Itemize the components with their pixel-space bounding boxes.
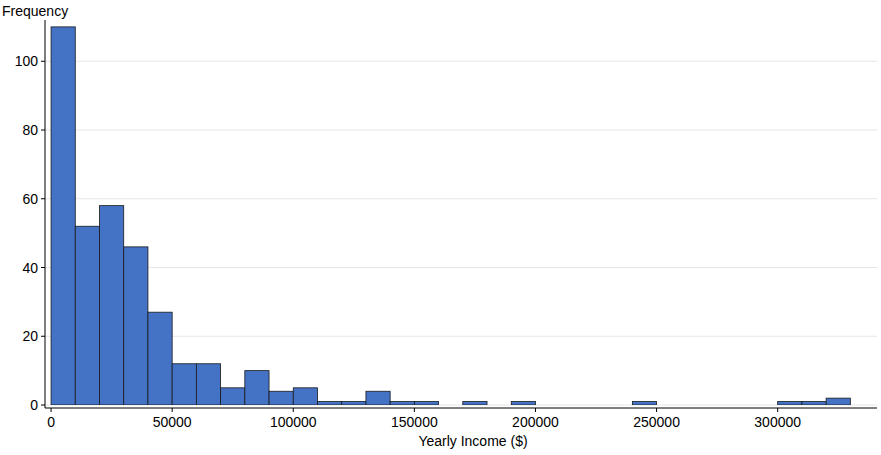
y-tick-label: 60 xyxy=(22,191,38,207)
y-tick xyxy=(41,61,45,62)
bar xyxy=(778,402,802,405)
x-tick xyxy=(777,408,778,412)
y-tick-label: 40 xyxy=(22,260,38,276)
bar xyxy=(124,247,148,405)
bar xyxy=(584,405,608,406)
bar xyxy=(560,405,584,406)
x-tick-label: 150000 xyxy=(391,414,438,430)
x-tick xyxy=(535,408,536,412)
chart: 0 20 40 60 80 100 0 50000 100000 150000 200000 2500… xyxy=(0,0,881,455)
grid-line xyxy=(45,267,877,268)
bar xyxy=(172,364,196,405)
y-axis-label: Frequency xyxy=(2,3,68,19)
bar xyxy=(75,226,99,405)
grid-line xyxy=(45,61,877,62)
y-tick-label: 80 xyxy=(22,122,38,138)
x-tick-label: 250000 xyxy=(633,414,680,430)
bar xyxy=(221,388,245,405)
bar xyxy=(802,402,826,405)
bar xyxy=(99,206,123,405)
bar xyxy=(390,402,414,405)
bar xyxy=(511,402,535,405)
x-tick xyxy=(414,408,415,412)
axes: 0 20 40 60 80 100 0 50000 100000 150000 200000 2500… xyxy=(15,20,877,430)
bars xyxy=(51,27,850,405)
y-tick xyxy=(41,198,45,199)
x-tick-label: 200000 xyxy=(512,414,559,430)
bar xyxy=(366,391,390,405)
bar xyxy=(439,405,463,406)
x-tick xyxy=(51,408,52,412)
x-axis-line xyxy=(45,408,877,409)
bar xyxy=(826,398,850,405)
bar xyxy=(245,371,269,405)
bar xyxy=(487,405,511,406)
bar xyxy=(753,405,777,406)
x-tick xyxy=(293,408,294,412)
x-tick-label: 300000 xyxy=(754,414,801,430)
x-tick xyxy=(656,408,657,412)
bar xyxy=(317,402,341,405)
bar xyxy=(705,405,729,406)
x-tick-label: 50000 xyxy=(153,414,192,430)
y-tick-label: 0 xyxy=(30,397,38,413)
bar xyxy=(463,402,487,405)
x-tick xyxy=(172,408,173,412)
y-tick-label: 20 xyxy=(22,328,38,344)
bar xyxy=(608,405,632,406)
bar xyxy=(342,402,366,405)
bar xyxy=(148,312,172,405)
x-axis-label: Yearly Income ($) xyxy=(418,433,527,449)
bar xyxy=(657,405,681,406)
bar xyxy=(632,402,656,405)
bar xyxy=(729,405,753,406)
bar xyxy=(681,405,705,406)
y-axis-line xyxy=(45,20,46,408)
y-tick-label: 100 xyxy=(15,53,39,69)
bar xyxy=(535,405,559,406)
bar xyxy=(196,364,220,405)
x-tick-label: 100000 xyxy=(270,414,317,430)
y-tick xyxy=(41,405,45,406)
grid-line xyxy=(45,130,877,131)
bar xyxy=(414,402,438,405)
bar xyxy=(269,391,293,405)
grid xyxy=(45,61,877,405)
y-tick xyxy=(41,336,45,337)
y-tick xyxy=(41,130,45,131)
x-tick-label: 0 xyxy=(47,414,55,430)
y-tick xyxy=(41,267,45,268)
bar xyxy=(51,27,75,405)
grid-line xyxy=(45,198,877,199)
bar xyxy=(293,388,317,405)
